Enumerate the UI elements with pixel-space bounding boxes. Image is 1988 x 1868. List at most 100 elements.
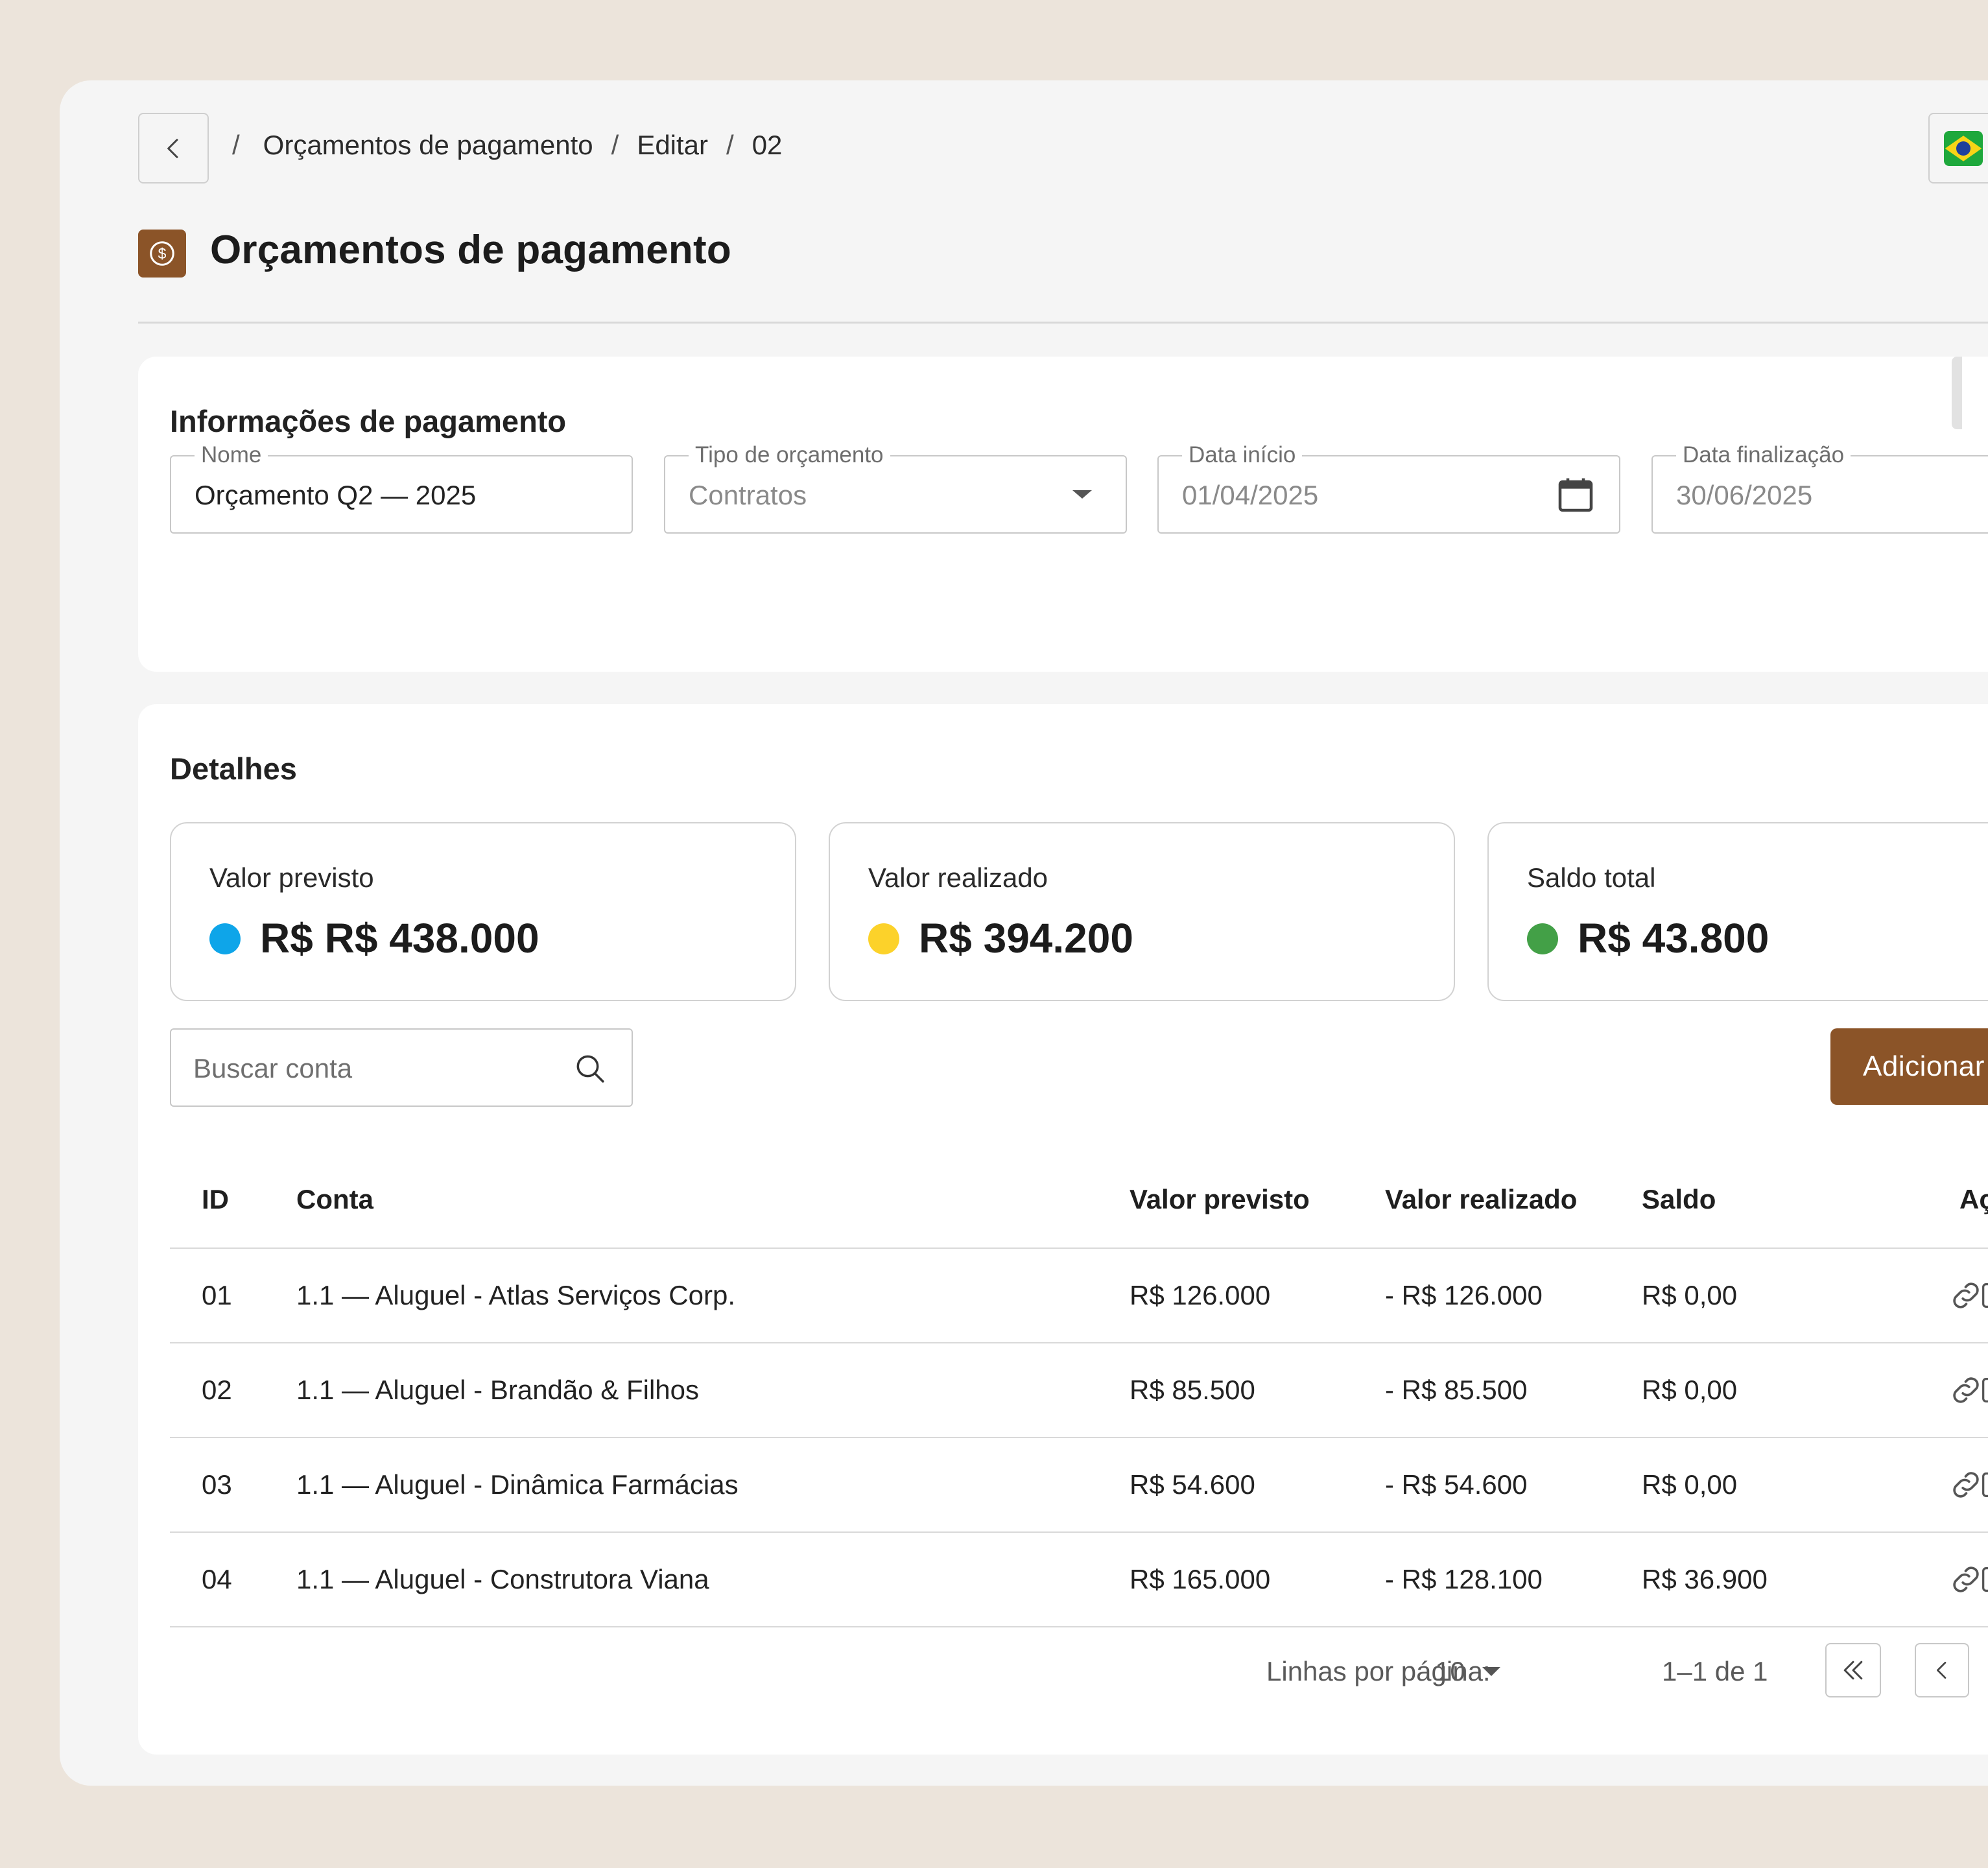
table-row[interactable]: 04 1.1 — Aluguel - Construtora Viana R$ … — [170, 1533, 1988, 1627]
summary-label: Valor previsto — [209, 862, 374, 893]
add-account-button[interactable]: Adicionar conta — [1830, 1028, 1988, 1105]
name-field-value: Orçamento Q2 — 2025 — [195, 480, 477, 510]
summary-valor-previsto: Valor previsto R$ R$ 438.000 — [170, 822, 796, 1001]
side-tab[interactable] — [1952, 357, 1962, 429]
end-date-value: 30/06/2025 — [1676, 480, 1813, 510]
start-date-value: 01/04/2025 — [1182, 480, 1319, 510]
col-header-conta[interactable]: Conta — [296, 1184, 373, 1214]
svg-text:$: $ — [158, 245, 167, 262]
summary-valor-realizado: Valor realizado R$ 394.200 — [829, 822, 1455, 1001]
col-header-saldo[interactable]: Saldo — [1642, 1184, 1716, 1214]
cell-conta: 1.1 — Aluguel - Atlas Serviços Corp. — [296, 1280, 735, 1310]
breadcrumb-separator: / — [611, 130, 619, 160]
edit-icon[interactable] — [1975, 1276, 1988, 1315]
budget-type-select[interactable]: Tipo de orçamento Contratos — [664, 442, 1127, 534]
divider — [138, 322, 1988, 324]
budget-type-value: Contratos — [689, 480, 807, 510]
link-icon[interactable] — [1947, 1276, 1985, 1315]
details-card: Detalhes Valor previsto R$ R$ 438.000 Va… — [138, 704, 1988, 1755]
brazil-flag-icon — [1944, 130, 1983, 166]
section-title-details: Detalhes — [170, 751, 297, 786]
cell-id: 01 — [202, 1280, 232, 1310]
end-date-field[interactable]: Data finalização 30/06/2025 — [1651, 442, 1988, 534]
cell-conta: 1.1 — Aluguel - Brandão & Filhos — [296, 1375, 700, 1405]
language-button[interactable] — [1928, 113, 1988, 183]
name-field-label: Nome — [195, 442, 268, 468]
budget-type-label: Tipo de orçamento — [689, 442, 890, 468]
table-row[interactable]: 03 1.1 — Aluguel - Dinâmica Farmácias R$… — [170, 1438, 1988, 1533]
cell-saldo: R$ 0,00 — [1642, 1280, 1738, 1310]
summary-value: R$ 43.800 — [1578, 915, 1769, 962]
status-dot — [1527, 923, 1558, 954]
double-chevron-left-icon — [1843, 1661, 1863, 1680]
breadcrumb: / Orçamentos de pagamento / Editar / 02 — [232, 130, 782, 161]
rows-per-page-value: 10 — [1435, 1656, 1465, 1686]
search-icon[interactable] — [571, 1049, 609, 1088]
app-window: / Orçamentos de pagamento / Editar / 02 … — [60, 80, 1988, 1786]
col-header-acoes: Ações — [1959, 1184, 1988, 1214]
breadcrumb-item-editar[interactable]: Editar — [637, 130, 709, 160]
cell-conta: 1.1 — Aluguel - Construtora Viana — [296, 1564, 709, 1594]
breadcrumb-item-orcamentos[interactable]: Orçamentos de pagamento — [263, 130, 593, 160]
cell-previsto: R$ 54.600 — [1130, 1469, 1255, 1500]
cell-realizado: - R$ 54.600 — [1385, 1469, 1528, 1500]
cell-id: 02 — [202, 1375, 232, 1405]
summary-label: Valor realizado — [868, 862, 1048, 893]
col-header-realizado[interactable]: Valor realizado — [1385, 1184, 1578, 1214]
edit-icon[interactable] — [1975, 1371, 1988, 1410]
rows-per-page-select[interactable]: 10 — [1435, 1656, 1500, 1687]
chevron-left-icon — [167, 138, 178, 158]
summary-value: R$ 394.200 — [919, 915, 1133, 962]
cell-id: 03 — [202, 1469, 232, 1500]
cell-realizado: - R$ 128.100 — [1385, 1564, 1543, 1594]
cell-conta: 1.1 — Aluguel - Dinâmica Farmácias — [296, 1469, 739, 1500]
table-header: ID Conta Valor previsto Valor realizado … — [170, 1152, 1988, 1249]
summary-saldo-total: Saldo total R$ 43.800 — [1487, 822, 1988, 1001]
section-title-info: Informações de pagamento — [170, 404, 567, 438]
cell-saldo: R$ 0,00 — [1642, 1375, 1738, 1405]
col-header-id[interactable]: ID — [202, 1184, 229, 1214]
caret-down-icon — [1061, 473, 1104, 516]
link-icon[interactable] — [1947, 1560, 1985, 1599]
calendar-icon[interactable] — [1554, 473, 1597, 516]
payment-info-card: Informações de pagamento Nome Orçamento … — [138, 357, 1988, 672]
page-title: Orçamentos de pagamento — [210, 228, 731, 272]
cell-previsto: R$ 126.000 — [1130, 1280, 1271, 1310]
first-page-button[interactable] — [1825, 1643, 1881, 1697]
cell-saldo: R$ 36.900 — [1642, 1564, 1768, 1594]
rows-per-page-label: Linhas por página: — [1266, 1656, 1491, 1686]
cell-previsto: R$ 85.500 — [1130, 1375, 1255, 1405]
summary-value: R$ R$ 438.000 — [260, 915, 539, 962]
cell-previsto: R$ 165.000 — [1130, 1564, 1271, 1594]
search-input[interactable] — [193, 1049, 556, 1088]
start-date-field[interactable]: Data início 01/04/2025 — [1157, 442, 1620, 534]
table-row[interactable]: 01 1.1 — Aluguel - Atlas Serviços Corp. … — [170, 1249, 1988, 1343]
edit-icon[interactable] — [1975, 1560, 1988, 1599]
summary-label: Saldo total — [1527, 862, 1656, 893]
status-dot — [209, 923, 241, 954]
status-dot — [868, 923, 899, 954]
caret-down-icon — [1482, 1667, 1500, 1676]
start-date-label: Data início — [1182, 442, 1303, 468]
prev-page-button[interactable] — [1915, 1643, 1969, 1697]
breadcrumb-item-current: 02 — [751, 130, 783, 160]
link-icon[interactable] — [1947, 1465, 1985, 1504]
end-date-label: Data finalização — [1676, 442, 1851, 468]
breadcrumb-separator: / — [726, 130, 734, 160]
cell-saldo: R$ 0,00 — [1642, 1469, 1738, 1500]
pagination-range: 1–1 de 1 — [1662, 1656, 1768, 1686]
breadcrumb-separator: / — [232, 130, 240, 160]
cell-id: 04 — [202, 1564, 232, 1594]
search-field[interactable] — [170, 1028, 633, 1107]
col-header-previsto[interactable]: Valor previsto — [1130, 1184, 1310, 1214]
dollar-coin-icon: $ — [138, 230, 186, 278]
edit-icon[interactable] — [1975, 1465, 1988, 1504]
cell-realizado: - R$ 85.500 — [1385, 1375, 1528, 1405]
chevron-left-icon — [1937, 1662, 1947, 1679]
back-button[interactable] — [138, 113, 209, 183]
cell-realizado: - R$ 126.000 — [1385, 1280, 1543, 1310]
table-row[interactable]: 02 1.1 — Aluguel - Brandão & Filhos R$ 8… — [170, 1343, 1988, 1438]
accounts-table: ID Conta Valor previsto Valor realizado … — [170, 1152, 1988, 1627]
name-field[interactable]: Nome Orçamento Q2 — 2025 — [170, 442, 633, 534]
link-icon[interactable] — [1947, 1371, 1985, 1410]
